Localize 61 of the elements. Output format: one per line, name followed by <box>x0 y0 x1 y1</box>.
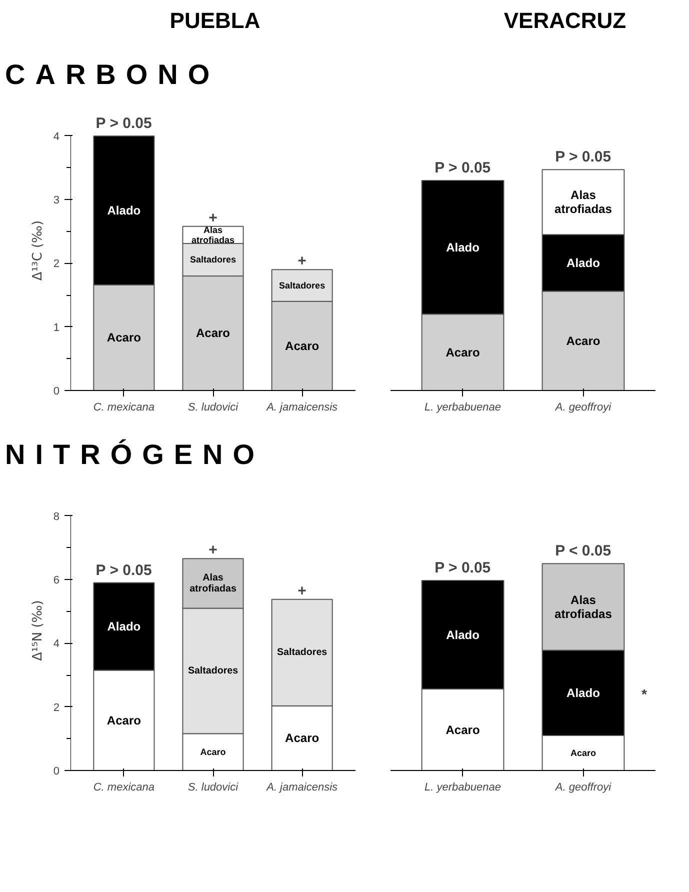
series-label: Acaro <box>566 334 600 348</box>
text: Acaro <box>285 731 320 746</box>
annotation: + <box>298 582 307 600</box>
y-tick-label: 6 <box>53 574 60 587</box>
series-label: Alado <box>566 686 600 700</box>
annotation: P > 0.05 <box>96 562 152 579</box>
annotation: P > 0.05 <box>434 160 491 176</box>
series-label: Alas atrofiadas <box>554 592 612 621</box>
x-tick-label: C. mexicana <box>93 402 155 414</box>
chart-subtitle: PUEBLA <box>170 7 260 35</box>
y-axis-title: Δ¹³C (‰) <box>30 220 46 281</box>
y-tick-label: 0 <box>53 766 60 778</box>
series-label: Saltadores <box>188 665 239 676</box>
x-tick-label: L. yerbabuenae <box>424 782 501 794</box>
x-tick-label: A. geoffroyi <box>554 402 612 414</box>
series-label: Alas atrofiadas <box>554 188 612 216</box>
x-tick-label: A. jamaicensis <box>266 782 338 794</box>
x-tick-label: A. geoffroyi <box>554 782 612 794</box>
annotation: P > 0.05 <box>434 560 491 577</box>
y-tick-label: 2 <box>53 702 60 714</box>
series-label: Alado <box>566 256 600 270</box>
y-tick-label: 4 <box>53 638 60 650</box>
text: Saltadores <box>279 280 326 290</box>
annotation: P > 0.05 <box>96 114 152 132</box>
series-label: Acaro <box>196 326 230 340</box>
annotation: * <box>642 686 648 702</box>
series-label: Saltadores <box>190 254 236 265</box>
x-tick-label: S. ludovici <box>188 402 239 414</box>
annotation: + <box>208 209 218 226</box>
y-tick-label: 3 <box>53 194 60 207</box>
series-label: Acaro <box>106 713 141 728</box>
x-tick-label: C. mexicana <box>93 782 155 794</box>
series-label: Alado <box>107 203 141 218</box>
x-tick-label: A. jamaicensis <box>266 402 338 414</box>
series-label: Alas atrofiadas <box>191 224 235 245</box>
y-tick-label: 8 <box>53 510 60 523</box>
series-label: Acaro <box>570 748 596 758</box>
y-tick-label: 1 <box>53 322 60 334</box>
series-label: Alas atrofiadas <box>190 572 237 594</box>
text: Acaro <box>200 747 226 758</box>
annotation: P < 0.05 <box>555 542 612 560</box>
text: Alado <box>446 628 480 642</box>
chart-title: NITRÓGENO <box>5 438 265 472</box>
text: Acaro <box>446 722 480 737</box>
annotation: + <box>208 542 218 559</box>
chart-subtitle: VERACRUZ <box>504 7 626 35</box>
y-tick-label: 0 <box>53 386 60 398</box>
y-tick-label: 2 <box>53 258 60 270</box>
text: Saltadores <box>277 647 328 658</box>
y-axis-title: Δ¹⁵N (‰) <box>30 600 46 661</box>
text: Acaro <box>285 338 320 353</box>
annotation: P > 0.05 <box>555 148 612 166</box>
series-label: Alado <box>107 620 141 634</box>
annotation: + <box>298 252 307 270</box>
text: Alado <box>446 240 480 254</box>
x-tick-label: L. yerbabuenae <box>424 402 501 414</box>
text: Acaro <box>446 345 480 360</box>
chart-title: CARBONO <box>5 58 220 92</box>
x-tick-label: S. ludovici <box>188 782 239 794</box>
y-tick-label: 4 <box>53 130 60 143</box>
text: Acaro <box>106 330 141 345</box>
